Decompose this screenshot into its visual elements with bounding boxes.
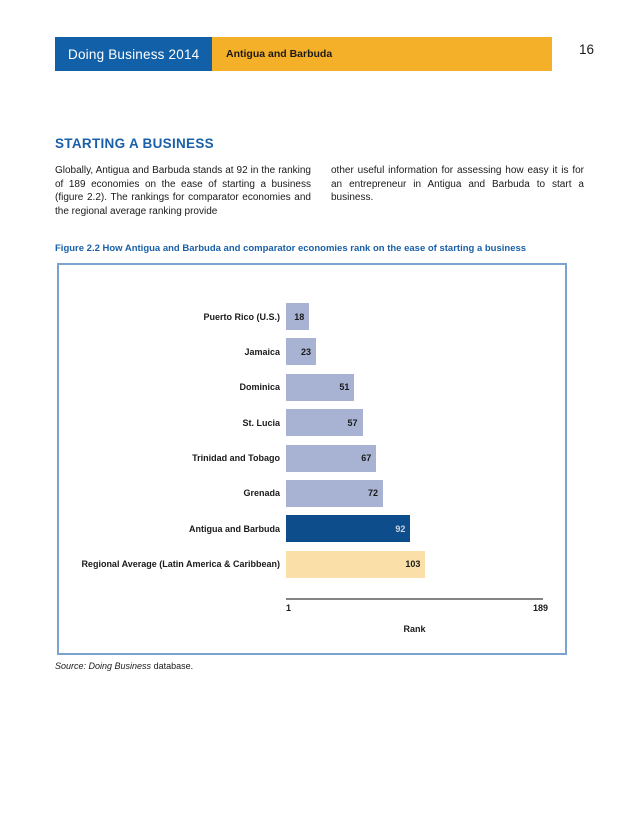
report-title: Doing Business 2014 [68, 46, 200, 62]
economy-name: Antigua and Barbuda [226, 48, 333, 60]
body-column-right: other useful information for assessing h… [331, 165, 584, 203]
x-axis-ticks: 1 189 [286, 603, 548, 613]
page-number: 16 [578, 42, 594, 57]
figure-chart-frame: Puerto Rico (U.S.) 18 Jamaica 23 Dominica 51 S… [57, 263, 567, 655]
bar-category-label: Dominica [239, 382, 280, 393]
economy-banner: Antigua and Barbuda [212, 37, 552, 71]
x-axis-tick-max: 189 [532, 603, 548, 613]
bar: 103 [286, 550, 426, 578]
bar-value-label: 67 [361, 453, 372, 464]
chart-row: St. Lucia 57 [59, 409, 565, 437]
body-text: Globally, Antigua and Barbuda stands at … [55, 164, 584, 218]
bar: 72 [286, 479, 384, 507]
figure-source-note: Source: Doing Business database. [55, 661, 193, 671]
chart-row: Jamaica 23 [59, 338, 565, 366]
bar-category-label: St. Lucia [242, 417, 280, 428]
bar-category-label: Puerto Rico (U.S.) [203, 311, 280, 322]
bar-value-label: 57 [347, 417, 358, 428]
bar-value-label: 51 [339, 382, 350, 393]
bar-value-label: 72 [368, 488, 379, 499]
source-note-regular: database. [151, 661, 194, 671]
x-axis-line [286, 598, 543, 600]
bar-chart: Puerto Rico (U.S.) 18 Jamaica 23 Dominica 51 S… [59, 303, 565, 586]
figure-caption: Figure 2.2 How Antigua and Barbuda and c… [55, 243, 527, 254]
bar-category-label: Grenada [243, 488, 280, 499]
bar-category-label: Antigua and Barbuda [188, 523, 280, 534]
body-column-left: Globally, Antigua and Barbuda stands at … [55, 165, 311, 217]
chart-row: Dominica 51 [59, 373, 565, 401]
section-title: STARTING A BUSINESS [55, 136, 214, 151]
bar-category-label: Trinidad and Tobago [192, 453, 280, 464]
bar-value-label: 18 [294, 311, 305, 322]
chart-row: Puerto Rico (U.S.) 18 [59, 303, 565, 330]
bar: 67 [286, 444, 377, 472]
bar: 92 [286, 515, 411, 543]
bar: 51 [286, 373, 355, 401]
report-title-banner: Doing Business 2014 [55, 37, 212, 71]
bar-value-label: 103 [405, 559, 421, 570]
x-axis-title: Rank [403, 624, 426, 634]
page-header: Doing Business 2014 Antigua and Barbuda [55, 37, 552, 71]
chart-row: Antigua and Barbuda 92 [59, 515, 565, 543]
bar-value-label: 23 [301, 346, 312, 357]
chart-row: Trinidad and Tobago 67 [59, 444, 565, 472]
bar: 57 [286, 409, 363, 437]
source-note-italic: Source: Doing Business [55, 661, 152, 671]
x-axis-tick-min: 1 [286, 603, 292, 613]
bar-value-label: 92 [395, 523, 406, 534]
bar-category-label: Jamaica [244, 346, 280, 357]
chart-row: Regional Average (Latin America & Caribb… [59, 550, 565, 578]
bar: 23 [286, 338, 317, 366]
chart-row: Grenada 72 [59, 479, 565, 507]
bar-category-label: Regional Average (Latin America & Caribb… [81, 559, 280, 570]
bar: 18 [286, 303, 310, 330]
